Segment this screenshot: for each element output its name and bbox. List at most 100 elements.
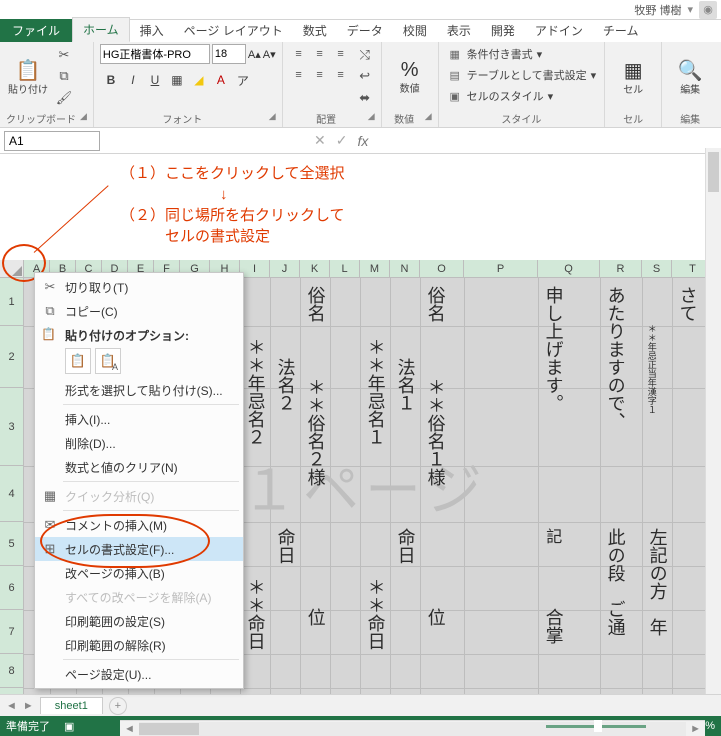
tab-formulas[interactable]: 数式 — [293, 19, 337, 42]
col-header-P[interactable]: P — [464, 260, 538, 277]
ctx-insert-pagebreak[interactable]: 改ページの挿入(B) — [35, 561, 243, 585]
wrap-text-button[interactable]: ↩ — [355, 66, 375, 86]
align-left-button[interactable]: ≡ — [289, 65, 309, 85]
row-header-2[interactable]: 2 — [0, 326, 23, 388]
ctx-paste-special[interactable]: 形式を選択して貼り付け(S)... — [35, 378, 243, 402]
row-header-6[interactable]: 6 — [0, 566, 23, 610]
clipboard-launcher-icon[interactable]: ◢ — [80, 111, 87, 122]
row-headers[interactable]: 12345678 — [0, 278, 24, 694]
ctx-clear-print-area[interactable]: 印刷範囲の解除(R) — [35, 633, 243, 657]
tab-data[interactable]: データ — [337, 19, 393, 42]
ctx-cut[interactable]: ✂切り取り(T) — [35, 275, 243, 299]
align-center-button[interactable]: ≡ — [310, 65, 330, 85]
sheet-add-button[interactable]: + — [109, 697, 127, 715]
ctx-page-setup[interactable]: ページ設定(U)... — [35, 662, 243, 686]
col-header-M[interactable]: M — [360, 260, 390, 277]
col-header-Q[interactable]: Q — [538, 260, 600, 277]
align-bottom-button[interactable]: ≡ — [331, 44, 351, 64]
italic-button[interactable]: I — [122, 70, 144, 90]
col-header-N[interactable]: N — [390, 260, 420, 277]
col-header-L[interactable]: L — [330, 260, 360, 277]
align-top-button[interactable]: ≡ — [289, 44, 309, 64]
col-header-J[interactable]: J — [270, 260, 300, 277]
paste-option-values[interactable]: A📋 — [95, 348, 121, 374]
group-font: A▴ A▾ B I U ▦ ◢ A ア フォント◢ — [94, 42, 283, 127]
cells-button[interactable]: ▦ セル — [611, 44, 655, 109]
avatar-icon[interactable]: ◉ — [699, 1, 717, 19]
select-all-corner[interactable] — [0, 260, 24, 277]
ctx-clear[interactable]: 数式と値のクリア(N) — [35, 455, 243, 479]
sheet-nav-next-icon[interactable]: ► — [23, 700, 34, 712]
decrease-font-button[interactable]: A▾ — [263, 48, 276, 61]
font-size-input[interactable] — [212, 44, 246, 64]
underline-button[interactable]: U — [144, 70, 166, 90]
ctx-set-print-area[interactable]: 印刷範囲の設定(S) — [35, 609, 243, 633]
account-name[interactable]: 牧野 博樹 — [634, 2, 681, 18]
border-button[interactable]: ▦ — [166, 70, 188, 90]
cell-O-O: 俗名 — [424, 286, 446, 322]
fx-icon[interactable]: fx — [357, 133, 368, 149]
cell-R-R: あたりますので、 — [604, 286, 626, 430]
copy-button[interactable]: ⧉ — [54, 66, 74, 86]
row-header-3[interactable]: 3 — [0, 388, 23, 466]
phonetic-button[interactable]: ア — [232, 70, 254, 90]
editing-button[interactable]: 🔍 編集 — [668, 44, 712, 109]
zoom-slider[interactable] — [546, 725, 646, 728]
tab-addin[interactable]: アドイン — [525, 19, 593, 42]
orientation-button[interactable]: ⤭ — [355, 45, 375, 65]
macro-record-icon[interactable]: ▣ — [64, 720, 74, 733]
paste-option-all[interactable]: 📋 — [65, 348, 91, 374]
tab-page-layout[interactable]: ページ レイアウト — [174, 19, 293, 42]
ctx-copy[interactable]: ⧉コピー(C) — [35, 299, 243, 323]
tab-developer[interactable]: 開発 — [481, 19, 525, 42]
cancel-formula-icon[interactable]: ✕ — [314, 132, 326, 149]
conditional-format-button[interactable]: ▦条件付き書式 ▾ — [445, 44, 599, 64]
tab-review[interactable]: 校閲 — [393, 19, 437, 42]
col-header-K[interactable]: K — [300, 260, 330, 277]
sheet-tab-active[interactable]: sheet1 — [40, 697, 103, 714]
cut-button[interactable]: ✂ — [54, 45, 74, 65]
col-header-S[interactable]: S — [642, 260, 672, 277]
percent-icon: % — [401, 59, 419, 82]
name-box[interactable] — [4, 131, 100, 151]
row-header-1[interactable]: 1 — [0, 278, 23, 326]
tab-team[interactable]: チーム — [593, 19, 649, 42]
account-dropdown-icon[interactable]: ▾ — [687, 3, 693, 16]
fill-color-button[interactable]: ◢ — [188, 70, 210, 90]
tab-view[interactable]: 表示 — [437, 19, 481, 42]
cell-styles-button[interactable]: ▣セルのスタイル ▾ — [445, 86, 599, 106]
cell-N-N: 法名１ — [394, 358, 416, 412]
number-format-button[interactable]: % 数値 — [388, 44, 432, 109]
number-launcher-icon[interactable]: ◢ — [425, 111, 432, 122]
vertical-scrollbar[interactable] — [705, 148, 721, 694]
sheet-nav-prev-icon[interactable]: ◄ — [6, 700, 17, 712]
bold-button[interactable]: B — [100, 70, 122, 90]
merge-button[interactable]: ⬌ — [355, 88, 375, 108]
alignment-launcher-icon[interactable]: ◢ — [368, 111, 375, 122]
enter-formula-icon[interactable]: ✓ — [336, 132, 348, 149]
tab-insert[interactable]: 挿入 — [130, 19, 174, 42]
font-name-input[interactable] — [100, 44, 210, 64]
ctx-delete[interactable]: 削除(D)... — [35, 431, 243, 455]
horizontal-scrollbar[interactable]: ◄► — [120, 720, 705, 736]
paste-button[interactable]: 📋 貼り付け — [6, 44, 50, 109]
col-header-I[interactable]: I — [240, 260, 270, 277]
row-header-5[interactable]: 5 — [0, 522, 23, 566]
align-middle-button[interactable]: ≡ — [310, 44, 330, 64]
font-launcher-icon[interactable]: ◢ — [269, 111, 276, 122]
font-color-button[interactable]: A — [210, 70, 232, 90]
format-as-table-button[interactable]: ▤テーブルとして書式設定 ▾ — [445, 65, 599, 85]
row-header-7[interactable]: 7 — [0, 610, 23, 654]
align-right-button[interactable]: ≡ — [331, 65, 351, 85]
ctx-format-cells[interactable]: ⊞セルの書式設定(F)... — [35, 537, 243, 561]
col-header-O[interactable]: O — [420, 260, 464, 277]
increase-font-button[interactable]: A▴ — [248, 48, 261, 61]
ctx-insert[interactable]: 挿入(I)... — [35, 407, 243, 431]
row-header-4[interactable]: 4 — [0, 466, 23, 522]
format-painter-button[interactable]: 🖌 — [54, 88, 74, 108]
file-tab[interactable]: ファイル — [0, 19, 72, 42]
ctx-insert-comment[interactable]: ✉コメントの挿入(M) — [35, 513, 243, 537]
col-header-R[interactable]: R — [600, 260, 642, 277]
row-header-8[interactable]: 8 — [0, 654, 23, 688]
tab-home[interactable]: ホーム — [72, 17, 130, 42]
